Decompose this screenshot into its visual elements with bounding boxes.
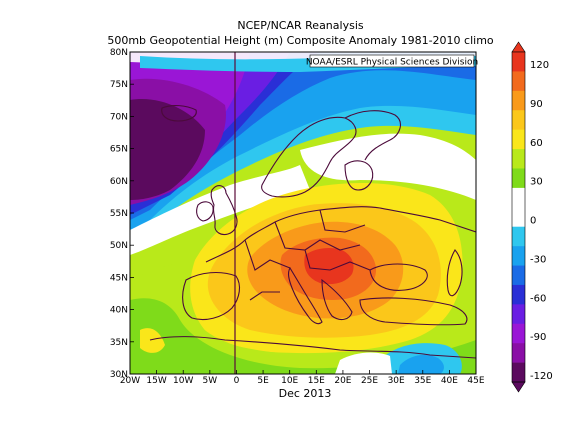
colorbar-segment: [512, 71, 525, 92]
colorbar-tick-label: -60: [530, 293, 546, 304]
colorbar-segment: [512, 246, 525, 266]
lon-tick-label: 20E: [334, 376, 351, 386]
colorbar-tick-label: -90: [530, 332, 546, 343]
lon-tick-label: 30E: [388, 376, 405, 386]
colorbar-segment: [512, 149, 525, 169]
colorbar-segment: [512, 187, 525, 208]
colorbar-segment: [512, 129, 525, 150]
lon-tick-label: 5E: [257, 376, 269, 386]
colorbar-tick-label: 120: [530, 60, 549, 71]
lon-tick-label: 5W: [203, 376, 218, 386]
colorbar-segment: [512, 304, 525, 325]
credit-text: NOAA/ESRL Physical Sciences Division: [306, 58, 478, 68]
lon-tick-label: 10W: [173, 376, 193, 386]
colorbar-segment: [512, 265, 525, 286]
colorbar-outline: [511, 51, 526, 383]
colorbar-segment: [512, 168, 525, 189]
lon-tick-label: 35E: [414, 376, 431, 386]
title-line2: 500mb Geopotential Height (m) Composite …: [107, 34, 494, 47]
colorbar-segment: [512, 323, 525, 344]
colorbar-top-arrow: [511, 41, 526, 53]
colorbar-tick-label: -30: [530, 254, 546, 265]
colorbar: [511, 41, 526, 393]
title-line1: NCEP/NCAR Reanalysis: [237, 19, 364, 32]
credit-box: [309, 54, 475, 68]
anomaly-field: [130, 52, 476, 374]
colorbar-tick-label: 60: [530, 138, 543, 149]
lat-tick-label: 45N: [110, 273, 128, 283]
lat-tick-label: 70N: [110, 112, 128, 122]
colorbar-segment: [512, 90, 525, 111]
lon-tick-label: 15E: [308, 376, 325, 386]
colorbar-tick-label: 90: [530, 99, 543, 110]
colorbar-segment: [512, 52, 525, 72]
colorbar-segment: [512, 362, 525, 383]
colorbar-tick-label: 0: [530, 216, 536, 227]
colorbar-segment: [512, 284, 525, 305]
lon-tick-labels: 20W 15W 10W 5W 0 5E 10E 15E 20E 25E 30E 35E 40E 45E: [120, 370, 485, 386]
lat-tick-label: 75N: [110, 80, 128, 90]
colorbar-tick-label: 30: [530, 177, 543, 188]
colorbar-tick-label: -120: [530, 371, 553, 382]
colorbar-bottom-arrow: [511, 381, 526, 393]
lon-tick-label: 20W: [120, 376, 140, 386]
lat-tick-label: 60N: [110, 177, 128, 187]
colorbar-segment: [512, 207, 525, 228]
colorbar-segment: [512, 110, 525, 130]
colorbar-segment: [512, 343, 525, 363]
lat-tick-label: 30N: [110, 370, 128, 380]
lat-tick-label: 55N: [110, 209, 128, 219]
lon-tick-label: 15W: [146, 376, 166, 386]
colorbar-segment: [512, 226, 525, 247]
lat-tick-label: 80N: [110, 48, 128, 58]
lat-tick-label: 40N: [110, 306, 128, 316]
lat-tick-labels: 80N 75N 70N 65N 60N 55N 50N 45N 40N 35N 30N: [110, 48, 134, 380]
lat-tick-label: 65N: [110, 145, 128, 155]
date-label: Dec 2013: [278, 387, 332, 400]
lon-tick-label: 0: [234, 376, 240, 386]
lat-tick-label: 50N: [110, 241, 128, 251]
lon-tick-label: 25E: [361, 376, 378, 386]
coastlines: [149, 105, 476, 359]
lon-tick-label: 40E: [441, 376, 458, 386]
colorbar-tick-labels: 120 90 60 30 0 -30 -60 -90 -120: [530, 60, 553, 382]
lon-tick-label: 10E: [281, 376, 298, 386]
lat-tick-label: 35N: [110, 338, 128, 348]
lon-tick-label: 45E: [467, 376, 484, 386]
